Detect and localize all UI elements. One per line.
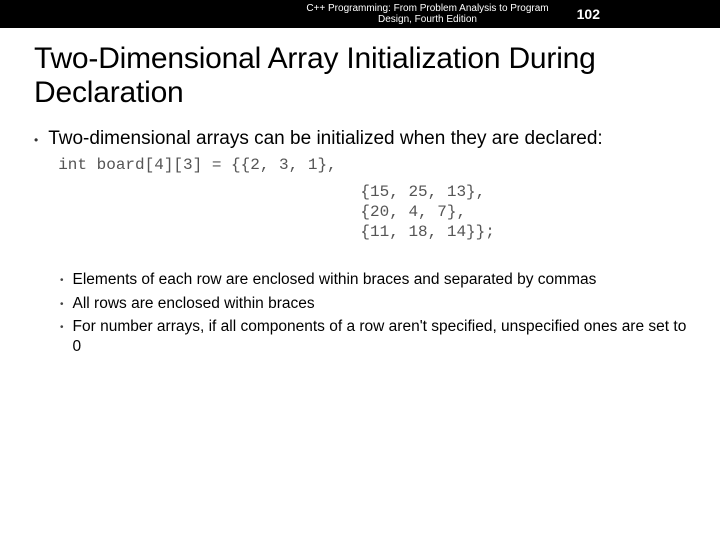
main-bullet: • Two-dimensional arrays can be initiali… bbox=[34, 127, 692, 176]
slide-content: • Two-dimensional arrays can be initiali… bbox=[0, 127, 720, 357]
sub-bullet-text: Elements of each row are enclosed within… bbox=[73, 270, 597, 290]
header-source: C++ Programming: From Problem Analysis t… bbox=[306, 3, 548, 26]
sub-bullet-text: For number arrays, if all components of … bbox=[73, 317, 692, 357]
slide-header: C++ Programming: From Problem Analysis t… bbox=[0, 0, 720, 28]
bullet-dot-icon: • bbox=[34, 133, 38, 147]
code-line-2: {15, 25, 13}, bbox=[178, 183, 485, 201]
code-line-3: {20, 4, 7}, bbox=[178, 203, 466, 221]
header-source-line1: C++ Programming: From Problem Analysis t… bbox=[306, 3, 548, 15]
sub-bullet-text: All rows are enclosed within braces bbox=[73, 294, 315, 314]
header-source-line2: Design, Fourth Edition bbox=[306, 14, 548, 26]
code-line-4: {11, 18, 14}}; bbox=[178, 223, 495, 241]
code-block: {15, 25, 13}, {20, 4, 7}, {11, 18, 14}}; bbox=[178, 182, 692, 242]
main-bullet-text: Two-dimensional arrays can be initialize… bbox=[48, 128, 602, 149]
main-bullet-body: Two-dimensional arrays can be initialize… bbox=[48, 127, 692, 176]
bullet-dot-icon: • bbox=[60, 275, 64, 286]
sub-bullet: • All rows are enclosed within braces bbox=[60, 294, 692, 314]
page-number: 102 bbox=[577, 6, 600, 22]
code-line-1: int board[4][3] = {{2, 3, 1}, bbox=[58, 155, 336, 175]
sub-bullet-list: • Elements of each row are enclosed with… bbox=[34, 270, 692, 357]
bullet-dot-icon: • bbox=[60, 299, 64, 310]
bullet-dot-icon: • bbox=[60, 322, 64, 333]
sub-bullet: • For number arrays, if all components o… bbox=[60, 317, 692, 357]
sub-bullet: • Elements of each row are enclosed with… bbox=[60, 270, 692, 290]
slide-title: Two-Dimensional Array Initialization Dur… bbox=[34, 42, 720, 109]
